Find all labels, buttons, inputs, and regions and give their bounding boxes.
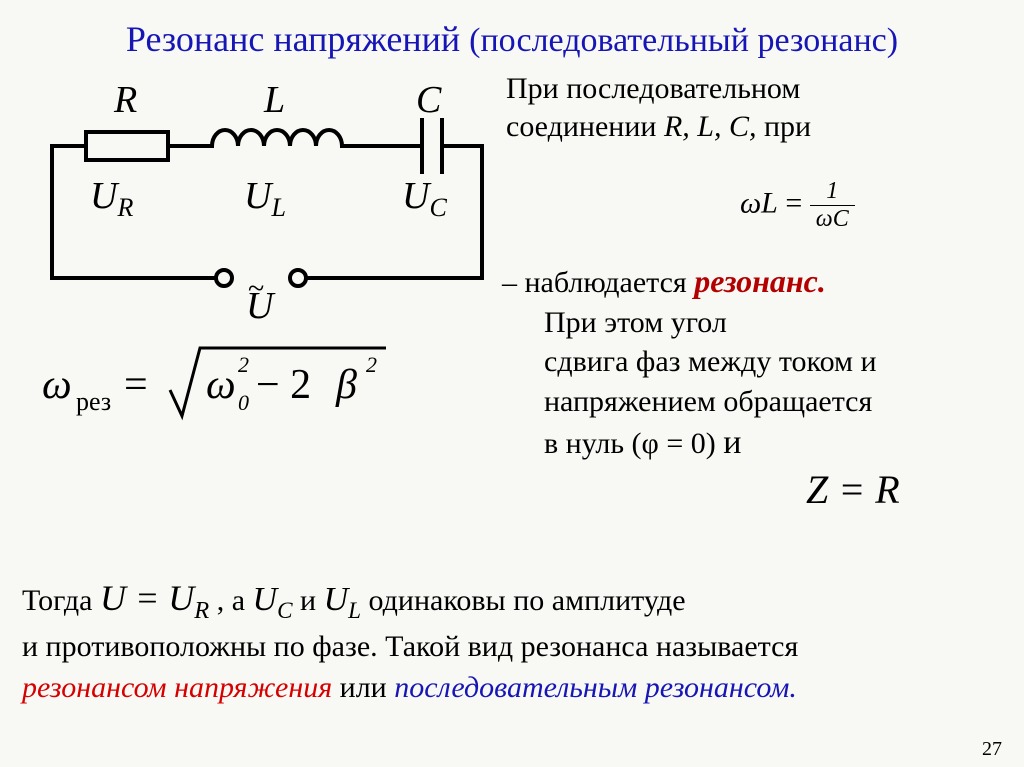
label-L: L: [263, 80, 285, 121]
eq-wl-den: ωC: [810, 206, 855, 233]
svg-text:2: 2: [238, 352, 249, 377]
text-block-2: – наблюдается резонанс. При этом угол сд…: [544, 260, 1000, 466]
label-UC: UC: [402, 175, 447, 222]
tb2-line3: сдвига фаз между током и: [544, 345, 877, 378]
label-R: R: [113, 80, 137, 121]
svg-text:− 2: − 2: [256, 362, 311, 408]
label-UR: UR: [90, 175, 133, 222]
eq-omega-res: ω рез = ω 0 2 − 2 β 2: [34, 330, 414, 451]
bt-l3a: резонансом напряжения: [22, 671, 332, 704]
bt-UC: UC: [253, 581, 293, 618]
bt-l3c: последовательным резонансом.: [394, 671, 797, 704]
svg-text:0: 0: [238, 390, 249, 415]
bt-l2: и противоположны по фазе. Такой вид резо…: [22, 630, 798, 663]
svg-text:β: β: [335, 362, 357, 408]
bt-UL: UL: [324, 581, 361, 618]
tb2-line1a: наблюдается: [525, 266, 695, 299]
bt-and: и: [300, 584, 324, 617]
label-UL: UL: [244, 175, 286, 222]
bt-l3b: или: [332, 671, 394, 704]
page-number: 27: [982, 738, 1002, 761]
label-C: C: [416, 80, 442, 121]
tb1-line2c: при: [757, 110, 812, 143]
slide-title: Резонанс напряжений (последовательный ре…: [0, 18, 1024, 60]
tb1-line2b: R, L, C,: [664, 110, 757, 143]
svg-text:ω: ω: [42, 362, 72, 408]
tb1-line1: При последовательном: [506, 72, 800, 105]
bt-after1: , а: [217, 584, 253, 617]
text-block-1: При последовательном соединении R, L, C,…: [506, 70, 1006, 145]
tb2-dash: –: [502, 266, 525, 299]
tb1-line2a: соединении: [506, 110, 664, 143]
bt-UeqUR: U = UR: [100, 578, 209, 618]
svg-text:=: =: [124, 362, 148, 408]
title-main: Резонанс напряжений: [126, 19, 469, 59]
slide: Резонанс напряжений (последовательный ре…: [0, 0, 1024, 767]
eq-wl-frac: 1ωC: [810, 178, 855, 233]
bt-l1end: одинаковы по амплитуде: [369, 584, 686, 617]
tb2-line5a: в нуль (φ = 0): [544, 427, 716, 460]
eq-wl-num: 1: [810, 178, 855, 206]
tb2-line2: При этом угол: [544, 306, 727, 339]
title-paren: (последовательный резонанс): [469, 22, 898, 59]
bt-togda: Тогда: [22, 584, 100, 617]
tb2-line5b: и: [723, 424, 741, 461]
svg-text:рез: рез: [76, 387, 111, 416]
bottom-text: Тогда U = UR , а UC и UL одинаковы по ам…: [22, 574, 1006, 709]
eq-zr: Z = R: [806, 466, 900, 513]
eq-wl-eq: =: [778, 186, 810, 219]
tb2-res: резонанс.: [694, 263, 826, 299]
svg-text:2: 2: [366, 352, 377, 377]
eq-wl: ωL = 1ωC: [740, 178, 855, 233]
svg-text:ω: ω: [206, 362, 236, 408]
label-U: U: [246, 285, 276, 320]
tb2-line4: напряжением обращается: [544, 385, 872, 418]
circuit-diagram: R L C UR UL UC ~ U: [28, 80, 506, 320]
eq-wl-lhs: ωL: [740, 186, 778, 219]
